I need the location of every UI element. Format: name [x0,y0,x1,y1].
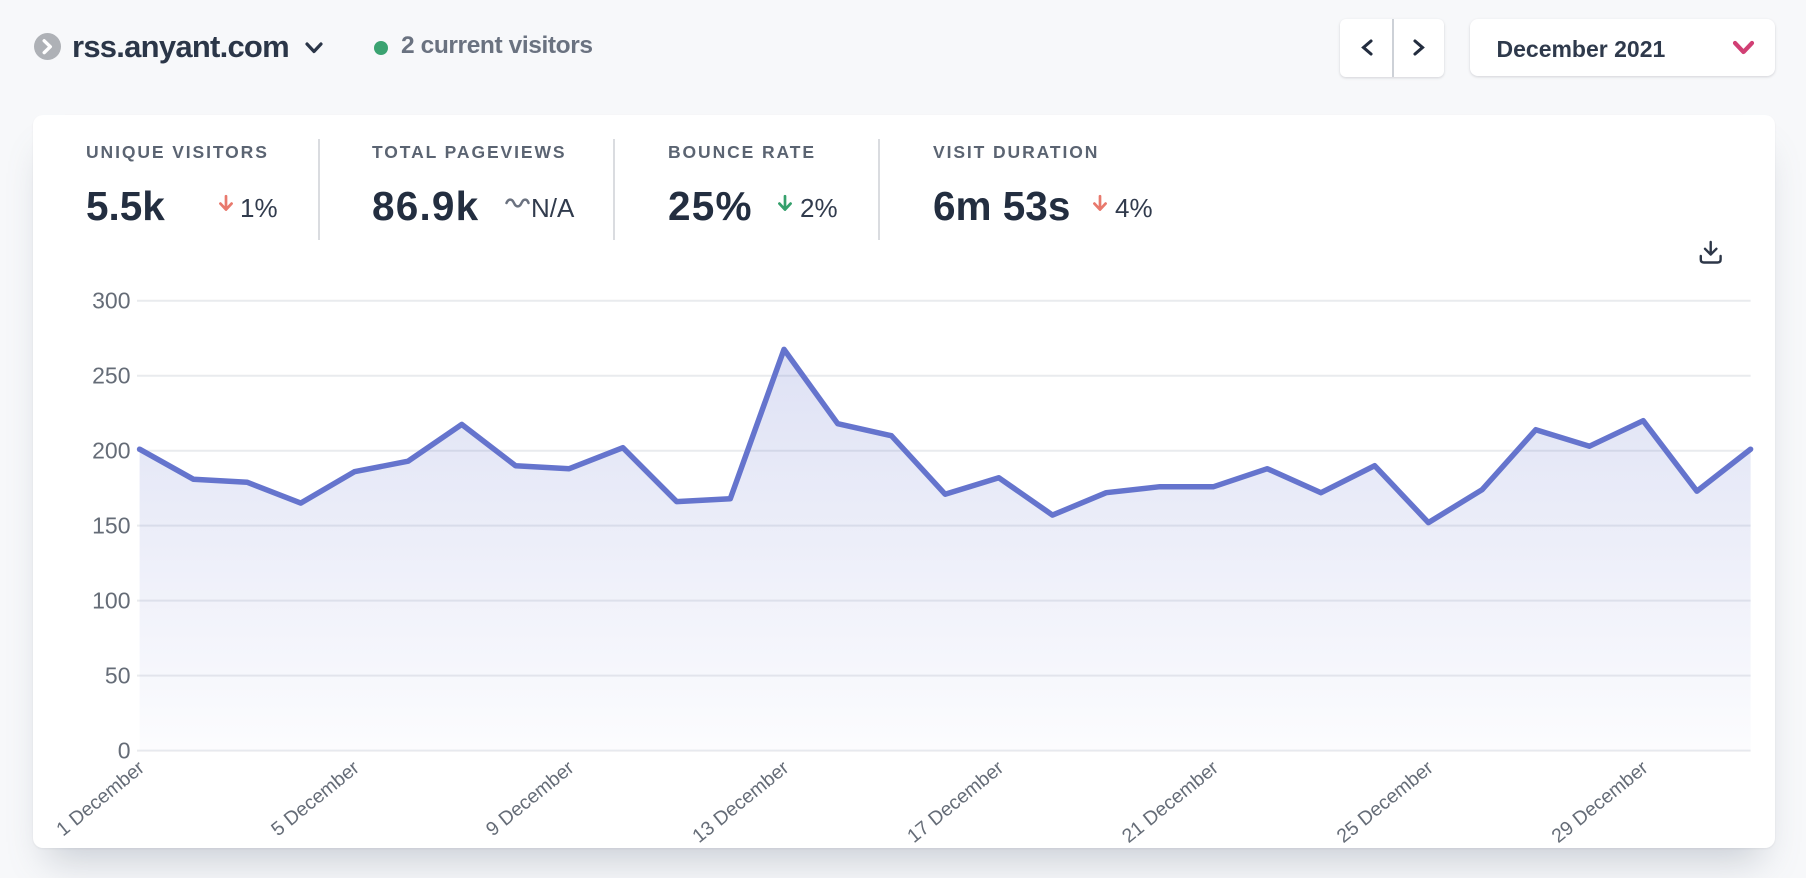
svg-text:5 December: 5 December [267,756,364,840]
svg-text:200: 200 [92,438,130,464]
svg-text:50: 50 [105,663,131,689]
svg-text:17 December: 17 December [903,756,1008,847]
svg-text:1 December: 1 December [52,756,149,840]
svg-text:300: 300 [92,288,130,314]
svg-text:0: 0 [118,738,131,764]
svg-text:13 December: 13 December [688,756,793,847]
svg-text:100: 100 [92,588,130,614]
svg-text:25 December: 25 December [1333,756,1438,847]
svg-text:29 December: 29 December [1548,756,1653,847]
svg-text:150: 150 [92,513,130,539]
svg-text:250: 250 [92,363,130,389]
svg-text:21 December: 21 December [1118,756,1223,847]
svg-text:9 December: 9 December [482,756,579,840]
